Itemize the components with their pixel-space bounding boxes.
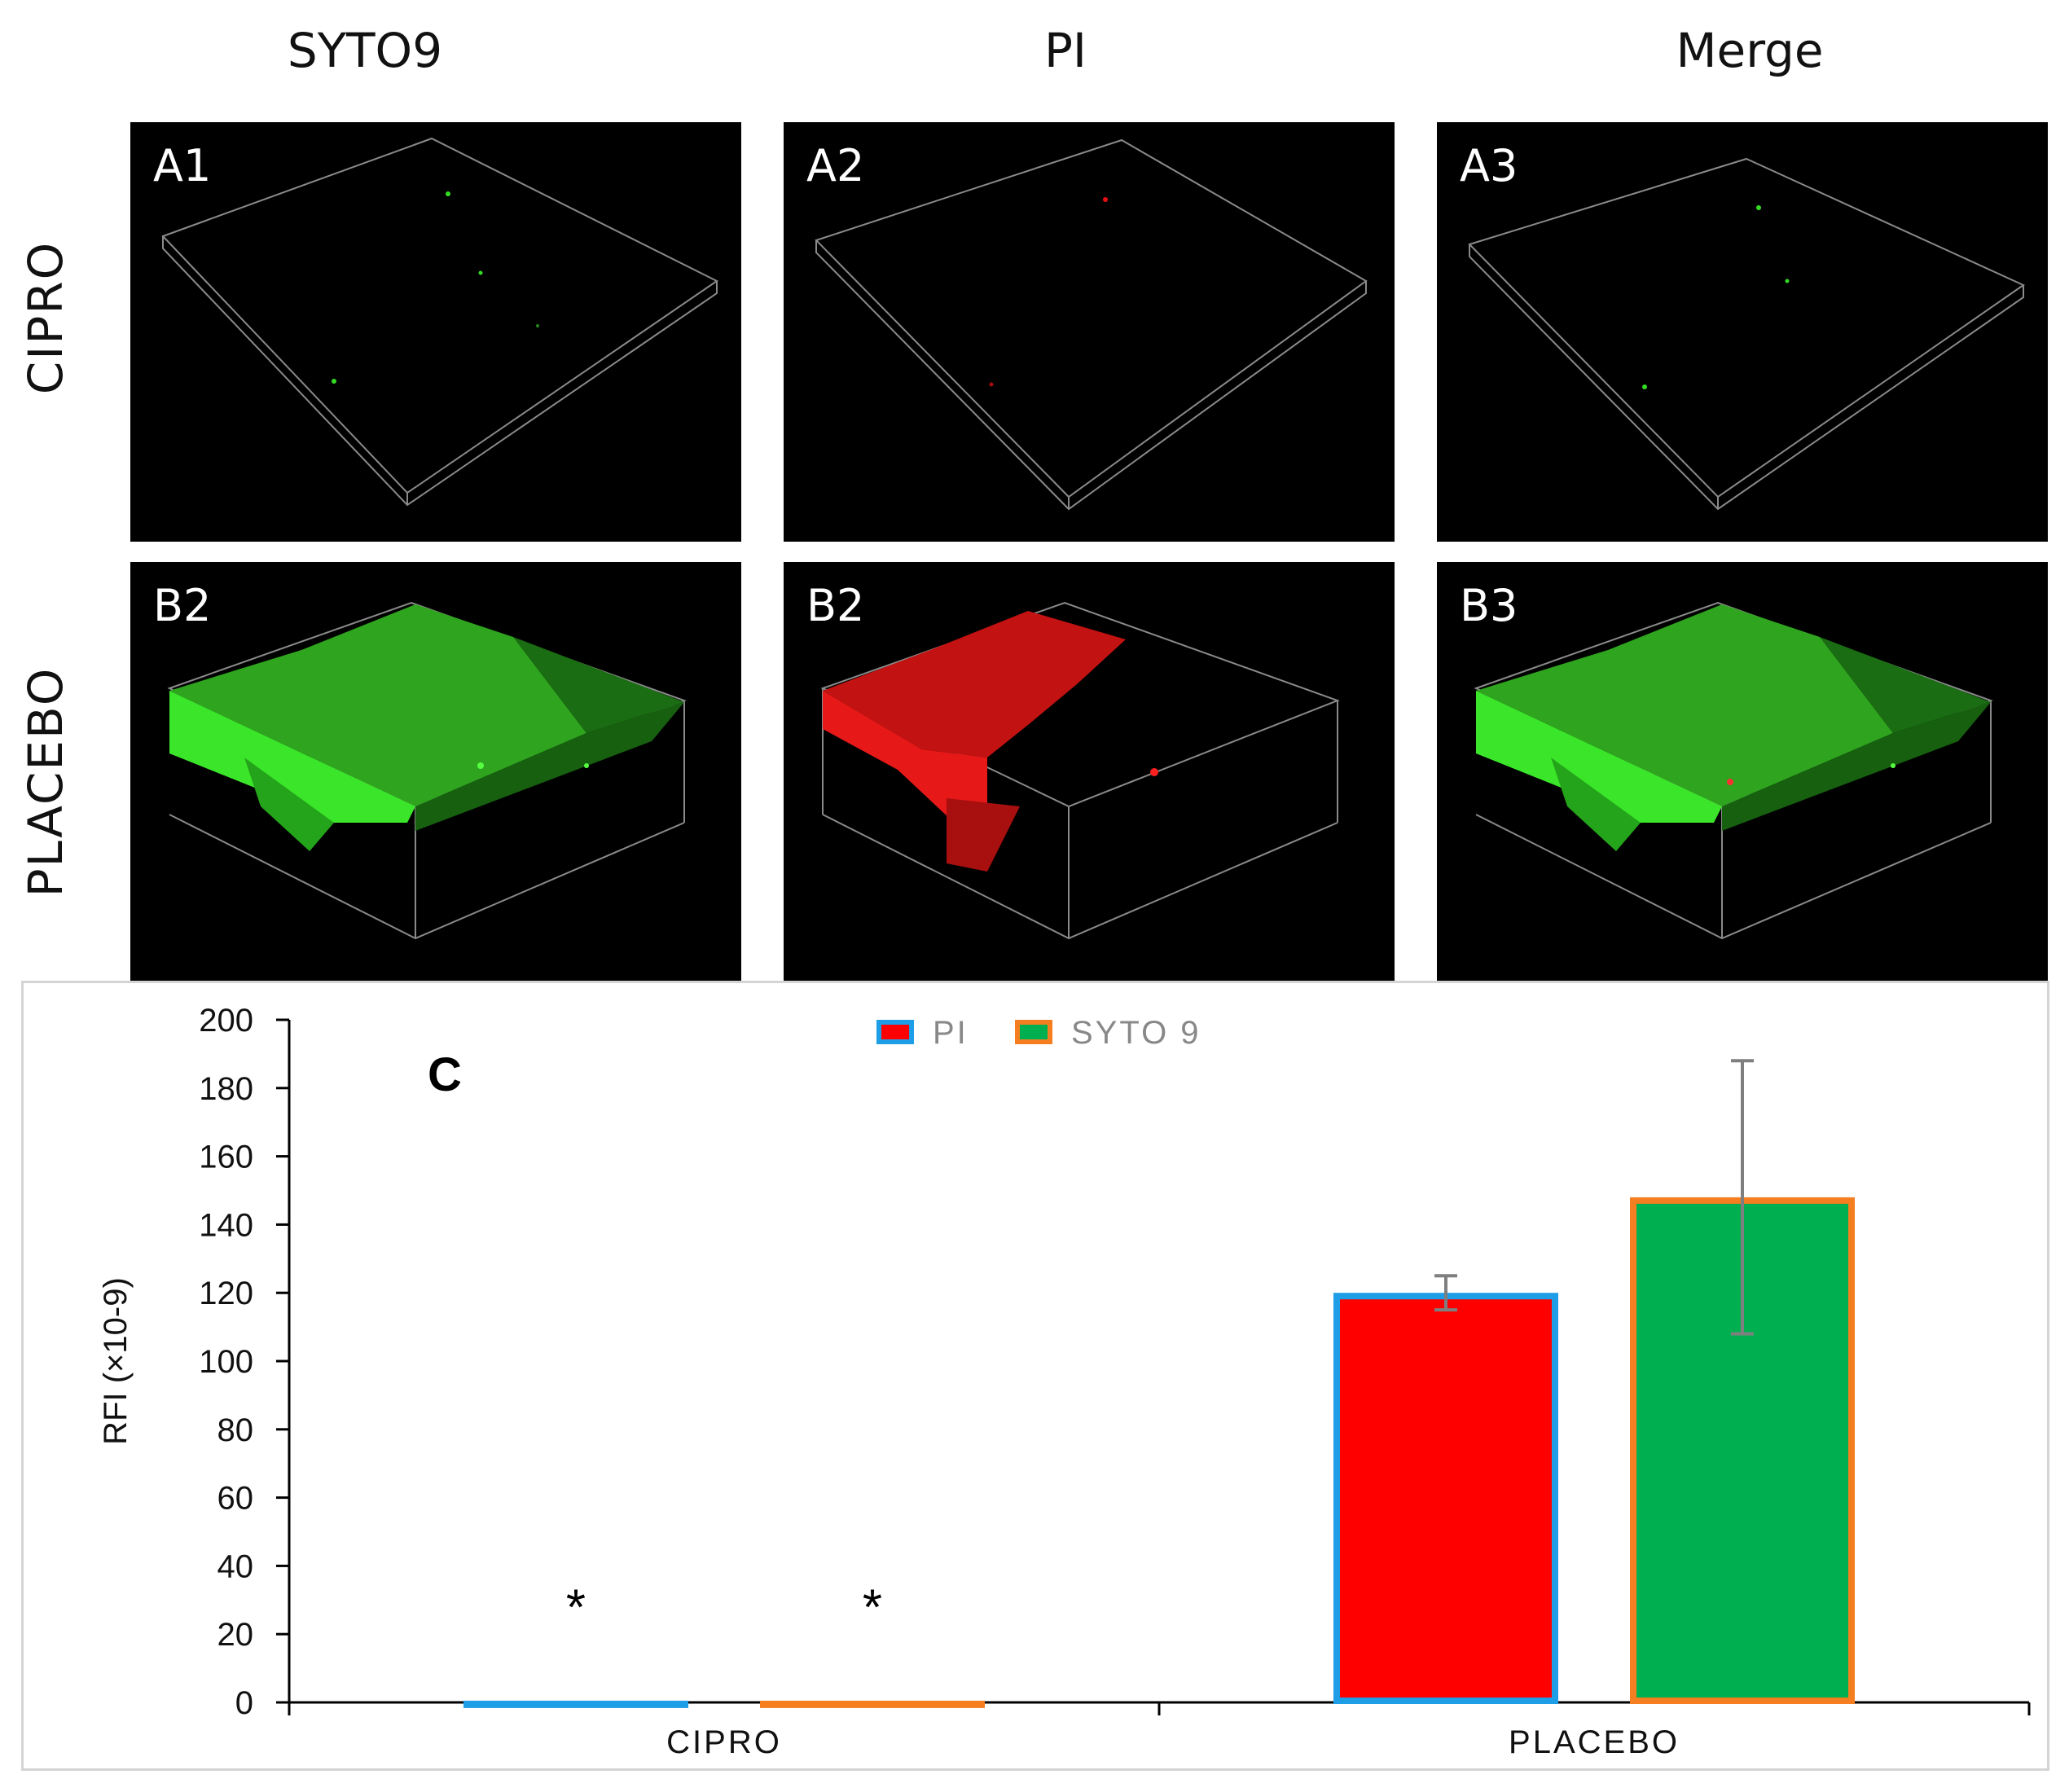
rfi-bar-chart: 0 20 40 60 80 100 120 140 160 180 200 RFI (×10-9) CI… [21,981,2049,1771]
legend-label-syto9: SYTO 9 [1071,1015,1201,1051]
chart-panel-label: C [428,1048,462,1101]
y-tick-label: 80 [217,1412,254,1448]
biofilm-image [1474,601,1993,940]
bar-pi-placebo [1333,1293,1558,1704]
panel-b3-placebo-merge: B3 [1437,562,2048,982]
category-label-placebo: PLACEBO [1509,1724,1680,1760]
y-tick-label: 0 [235,1685,253,1721]
y-tick-label: 120 [199,1276,253,1311]
column-header-syto9: SYTO9 [287,23,443,78]
y-tick-label: 100 [199,1344,253,1380]
panel-a3-cipro-merge: A3 [1437,122,2048,542]
biofilm-image [815,138,1368,511]
biofilm-image [167,601,687,940]
panel-label: B2 [806,580,865,631]
bar-syto9-cipro [760,1700,985,1708]
panel-a1-cipro-syto9: A1 [130,122,741,542]
panel-label: A3 [1460,140,1518,191]
row-header-placebo: PLACEBO [18,666,73,898]
panel-a2-cipro-pi: A2 [784,122,1395,542]
y-tick-label: 20 [217,1617,254,1653]
panel-b2-placebo-syto9: B2 [130,562,741,982]
legend-label-pi: PI [933,1015,969,1051]
panel-label: B2 [153,580,212,631]
y-tick-label: 140 [199,1207,253,1243]
y-axis-label: RFI (×10-9) [98,1277,134,1445]
row-header-cipro: CIPRO [18,240,73,395]
biofilm-image [161,137,718,507]
panel-label: A2 [806,140,865,191]
y-tick-label: 40 [217,1548,254,1584]
panel-label: B3 [1460,580,1518,631]
significance-asterisk: * [863,1579,882,1636]
y-tick-label: 160 [199,1140,253,1175]
panel-label: A1 [153,140,212,191]
category-label-cipro: CIPRO [666,1724,782,1760]
significance-asterisk: * [566,1579,586,1636]
y-tick-label: 60 [217,1481,254,1517]
panel-b2-placebo-pi: B2 [784,562,1395,982]
column-header-merge: Merge [1676,23,1824,78]
y-tick-label: 200 [199,1003,253,1039]
legend-swatch-pi [876,1020,914,1044]
chart-canvas: 0 20 40 60 80 100 120 140 160 180 200 RFI (×10-9) CI… [98,1003,2031,1760]
biofilm-image [1468,157,2026,511]
y-tick-label: 180 [199,1071,253,1107]
column-header-pi: PI [1043,23,1087,78]
biofilm-image [820,601,1340,940]
bar-pi-cipro [463,1700,688,1708]
legend-swatch-syto9 [1015,1020,1052,1044]
